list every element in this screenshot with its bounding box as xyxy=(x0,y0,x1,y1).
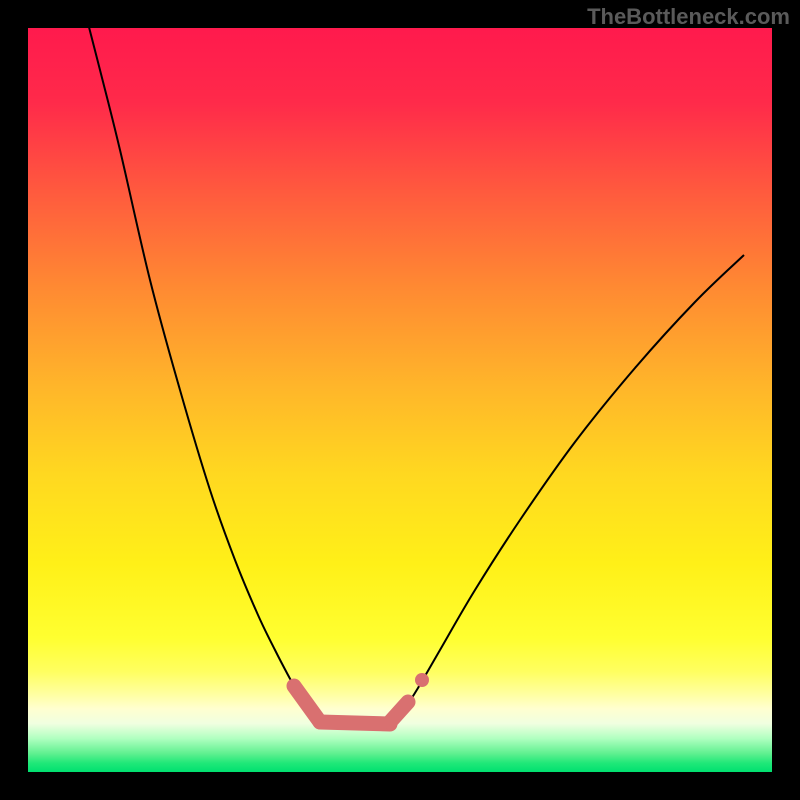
valley-highlight-segment xyxy=(320,722,390,724)
valley-highlight-dot xyxy=(415,673,429,687)
attribution-label: TheBottleneck.com xyxy=(587,4,790,30)
bottleneck-chart xyxy=(0,0,800,800)
plot-heat-background xyxy=(28,28,772,772)
chart-frame: TheBottleneck.com xyxy=(0,0,800,800)
